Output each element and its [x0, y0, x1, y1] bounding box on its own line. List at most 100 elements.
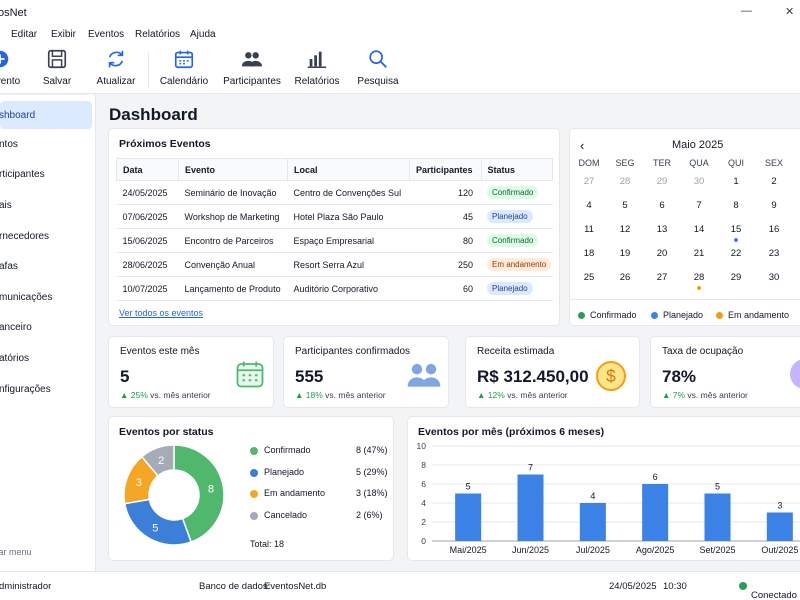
sidebar-item-label: shboard — [0, 109, 36, 121]
calendar-day[interactable]: 27 — [583, 176, 595, 187]
calendar-day[interactable]: 22 — [730, 248, 742, 259]
column-header-local[interactable]: Local — [287, 158, 410, 181]
status-db-label: Banco de dados: — [199, 581, 271, 592]
new-event-button[interactable]: vento — [0, 48, 30, 87]
calendar-day[interactable]: 25 — [583, 272, 595, 283]
calendar-day[interactable]: 9 — [771, 200, 777, 211]
participants-button[interactable]: Participantes — [222, 48, 282, 87]
calendar-divider — [570, 299, 800, 300]
refresh-button[interactable]: Atualizar — [86, 48, 146, 87]
calendar-day[interactable]: 11 — [584, 224, 594, 235]
cell-place: Auditório Corporativo — [287, 276, 410, 301]
legend-dot-icon — [250, 490, 258, 498]
table-row[interactable]: 10/07/2025 Lançamento de Produto Auditório… — [116, 276, 553, 301]
calendar-day[interactable]: 7 — [696, 200, 702, 211]
cell-status: Planejado — [481, 204, 553, 229]
table-row[interactable]: 24/05/2025 Seminário de Inovação Centro de… — [116, 180, 553, 205]
cell-date: 24/05/2025 — [116, 180, 179, 205]
kpi-value: 5 — [120, 367, 130, 386]
calendar-button[interactable]: Calendário — [154, 48, 214, 87]
menu-editar[interactable]: Editar — [11, 29, 38, 40]
bar-value-label: 5 — [466, 482, 471, 492]
view-all-events-link[interactable]: Ver todos os eventos — [119, 308, 204, 318]
menu-eventos[interactable]: Eventos — [88, 29, 125, 40]
bar[interactable] — [455, 493, 482, 542]
calendar-day[interactable]: 28 — [619, 176, 631, 187]
sidebar-item-relatorios[interactable]: atórios — [0, 344, 92, 372]
reports-button[interactable]: Relatórios — [287, 48, 347, 87]
column-header-participantes[interactable]: Participantes — [409, 158, 482, 181]
sidebar-item-fornecedores[interactable]: rnecedores — [0, 222, 92, 250]
bar[interactable] — [517, 474, 544, 542]
y-tick-label: 0 — [421, 536, 426, 546]
calendar-day[interactable]: 15 — [730, 224, 742, 235]
bar[interactable] — [579, 503, 606, 541]
cell-date: 28/06/2025 — [116, 252, 179, 277]
column-header-evento[interactable]: Evento — [178, 158, 288, 181]
calendar-day[interactable]: 21 — [693, 248, 705, 259]
calendar-day[interactable]: 14 — [693, 224, 705, 235]
window-title: osNet — [0, 7, 27, 19]
calendar-day[interactable]: 4 — [586, 200, 592, 211]
calendar-day[interactable]: 2 — [771, 176, 777, 187]
bar[interactable] — [642, 484, 669, 541]
menu-exibir[interactable]: Exibir — [51, 29, 77, 40]
calendar-day[interactable]: 1 — [733, 176, 739, 187]
sidebar-item-tarefas[interactable]: afas — [0, 252, 92, 280]
search-label: Pesquisa — [357, 76, 399, 87]
calendar-day[interactable]: 30 — [768, 272, 780, 283]
save-icon — [47, 49, 67, 69]
calendar-day[interactable]: 16 — [768, 224, 780, 235]
sidebar-item-financeiro[interactable]: anceiro — [0, 313, 92, 341]
minimize-button[interactable]: — — [741, 5, 752, 17]
kpi-ocupacao: Taxa de ocupação 78% ▲ 7% vs. mês anteri… — [650, 336, 800, 408]
legend-dot-icon — [250, 469, 258, 477]
calendar-day[interactable]: 13 — [656, 224, 668, 235]
table-row[interactable]: 28/06/2025 Convenção Anual Resort Serra Az… — [116, 252, 553, 277]
bar[interactable] — [704, 493, 731, 542]
sidebar-item-comunicacoes[interactable]: municações — [0, 283, 92, 311]
calendar-prev-button[interactable]: ‹ — [580, 138, 585, 153]
donut-slice[interactable] — [140, 444, 175, 477]
menu-relatorios[interactable]: Relatórios — [135, 29, 181, 40]
calendar-day[interactable]: 30 — [693, 176, 705, 187]
calendar-weekday: SEX — [764, 158, 783, 168]
calendar-day[interactable]: 27 — [656, 272, 668, 283]
calendar-day[interactable]: 12 — [619, 224, 631, 235]
calendar-day[interactable]: 20 — [656, 248, 668, 259]
calendar-day[interactable]: 29 — [656, 176, 668, 187]
calendar-day[interactable]: 19 — [619, 248, 631, 259]
calendar-day[interactable]: 18 — [583, 248, 595, 259]
x-tick-label: Out/2025 — [761, 545, 798, 555]
sidebar-item-configuracoes[interactable]: nfigurações — [0, 375, 92, 403]
calendar-day[interactable]: 26 — [619, 272, 631, 283]
table-row[interactable]: 15/06/2025 Encontro de Parceiros Espaço Em… — [116, 228, 553, 253]
search-button[interactable]: Pesquisa — [348, 48, 408, 87]
table-row[interactable]: 07/06/2025 Workshop de Marketing Hotel Pla… — [116, 204, 553, 229]
sidebar-item-dashboard[interactable]: shboard — [0, 101, 92, 129]
donut-slice[interactable] — [173, 444, 225, 543]
calendar-month-label: Maio 2025 — [672, 139, 724, 151]
kpi-trend-percent: ▲ 25% — [120, 390, 148, 400]
sidebar-item-eventos[interactable]: ntos — [0, 130, 92, 158]
close-button[interactable]: ✕ — [785, 6, 795, 18]
calendar-day[interactable]: 6 — [659, 200, 665, 211]
column-header-data[interactable]: Data — [116, 158, 179, 181]
menu-bar: Editar Exibir Eventos Relatórios Ajuda — [0, 26, 800, 44]
column-header-status[interactable]: Status — [480, 158, 554, 181]
sidebar-item-label: ntos — [0, 138, 18, 150]
bar[interactable] — [766, 512, 793, 542]
calendar-day[interactable]: 5 — [622, 200, 628, 211]
menu-ajuda[interactable]: Ajuda — [190, 29, 216, 40]
bar-value-label: 4 — [590, 491, 595, 501]
save-button[interactable]: Salvar — [27, 48, 87, 87]
sidebar-item-locais[interactable]: ais — [0, 191, 92, 219]
sidebar-item-participantes[interactable]: rticipantes — [0, 160, 92, 188]
calendar-day[interactable]: 23 — [768, 248, 780, 259]
bar-value-label: 3 — [777, 501, 782, 511]
calendar-day[interactable]: 29 — [730, 272, 742, 283]
hide-menu-toggle[interactable]: ltar menu — [0, 547, 32, 557]
calendar-day[interactable]: 28 — [693, 272, 705, 283]
cell-date: 07/06/2025 — [116, 204, 179, 229]
calendar-day[interactable]: 8 — [733, 200, 739, 211]
